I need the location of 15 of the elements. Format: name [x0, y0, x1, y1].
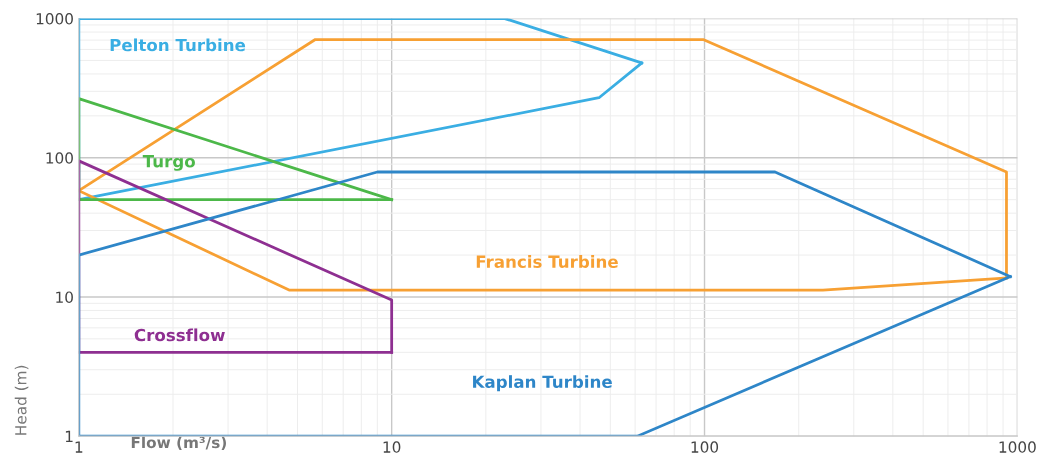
x-tick-label: 10: [383, 441, 401, 453]
y-tick-label: 1: [65, 430, 73, 442]
series-label: Turgo: [142, 155, 195, 171]
x-tick-label: 1000: [999, 441, 1036, 453]
x-tick-label: 1: [75, 441, 83, 453]
text: Crossflow: [134, 328, 225, 342]
y-tick-label: 1000: [36, 13, 73, 25]
y-tick-label: 10: [56, 291, 73, 303]
text: Kaplan Turbine: [473, 375, 612, 392]
x-axis-title: Flow (m³/s): [131, 436, 226, 450]
text: Francis Turbine: [476, 255, 618, 268]
y-axis-title: Head (m): [14, 365, 29, 435]
series-label: Pelton Turbine: [110, 38, 246, 52]
y-tick-label: 100: [46, 152, 73, 164]
x-tick-label: 100: [691, 441, 719, 453]
